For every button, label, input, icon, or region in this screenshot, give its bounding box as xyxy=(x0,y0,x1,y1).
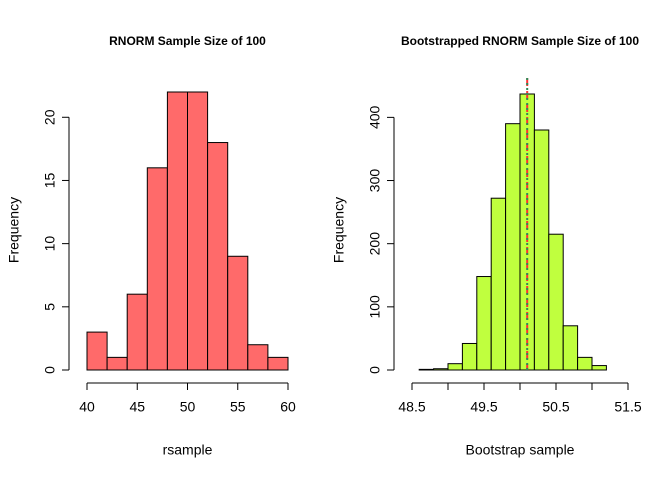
x-axis-label: Bootstrap sample xyxy=(466,442,575,458)
chart-title: Bootstrapped RNORM Sample Size of 100 xyxy=(401,34,639,48)
y-tick-label: 20 xyxy=(42,109,58,125)
bar xyxy=(227,255,249,371)
y-axis-label: Frequency xyxy=(331,197,347,263)
bar xyxy=(247,344,269,371)
bar xyxy=(86,331,108,371)
y-tick-label: 5 xyxy=(42,303,58,311)
bar xyxy=(106,356,128,371)
bar xyxy=(447,363,463,371)
bar xyxy=(418,368,435,371)
bar xyxy=(548,233,564,371)
x-tick-label: 50.5 xyxy=(542,399,569,415)
bar xyxy=(126,293,148,371)
bar xyxy=(267,356,289,371)
y-axis-label: Frequency xyxy=(6,197,22,263)
x-tick-label: 50 xyxy=(180,399,196,415)
y-tick-label: 15 xyxy=(42,172,58,188)
bar xyxy=(533,129,550,371)
x-tick-label: 49.5 xyxy=(470,399,497,415)
bar xyxy=(562,325,579,371)
y-tick-label: 0 xyxy=(42,366,58,374)
bar xyxy=(207,142,229,371)
bar xyxy=(577,356,593,371)
y-tick-label: 200 xyxy=(367,232,383,256)
bar xyxy=(187,91,209,371)
bar xyxy=(505,123,521,371)
x-tick-label: 45 xyxy=(129,399,145,415)
y-tick-label: 100 xyxy=(367,295,383,319)
y-tick-label: 400 xyxy=(367,105,383,129)
x-axis-label: rsample xyxy=(163,442,213,458)
bar xyxy=(461,342,478,371)
x-tick-label: 51.5 xyxy=(614,399,641,415)
chart-title: RNORM Sample Size of 100 xyxy=(109,34,266,48)
y-tick-label: 300 xyxy=(367,169,383,193)
bar xyxy=(166,91,188,371)
bar xyxy=(146,167,168,371)
x-tick-label: 55 xyxy=(230,399,246,415)
x-tick-label: 40 xyxy=(79,399,95,415)
bar xyxy=(490,197,507,371)
y-tick-label: 0 xyxy=(367,366,383,374)
bar xyxy=(591,365,607,371)
bar xyxy=(476,276,492,371)
bar xyxy=(433,368,449,371)
y-tick-label: 10 xyxy=(42,236,58,252)
x-tick-label: 60 xyxy=(280,399,296,415)
x-tick-label: 48.5 xyxy=(398,399,425,415)
